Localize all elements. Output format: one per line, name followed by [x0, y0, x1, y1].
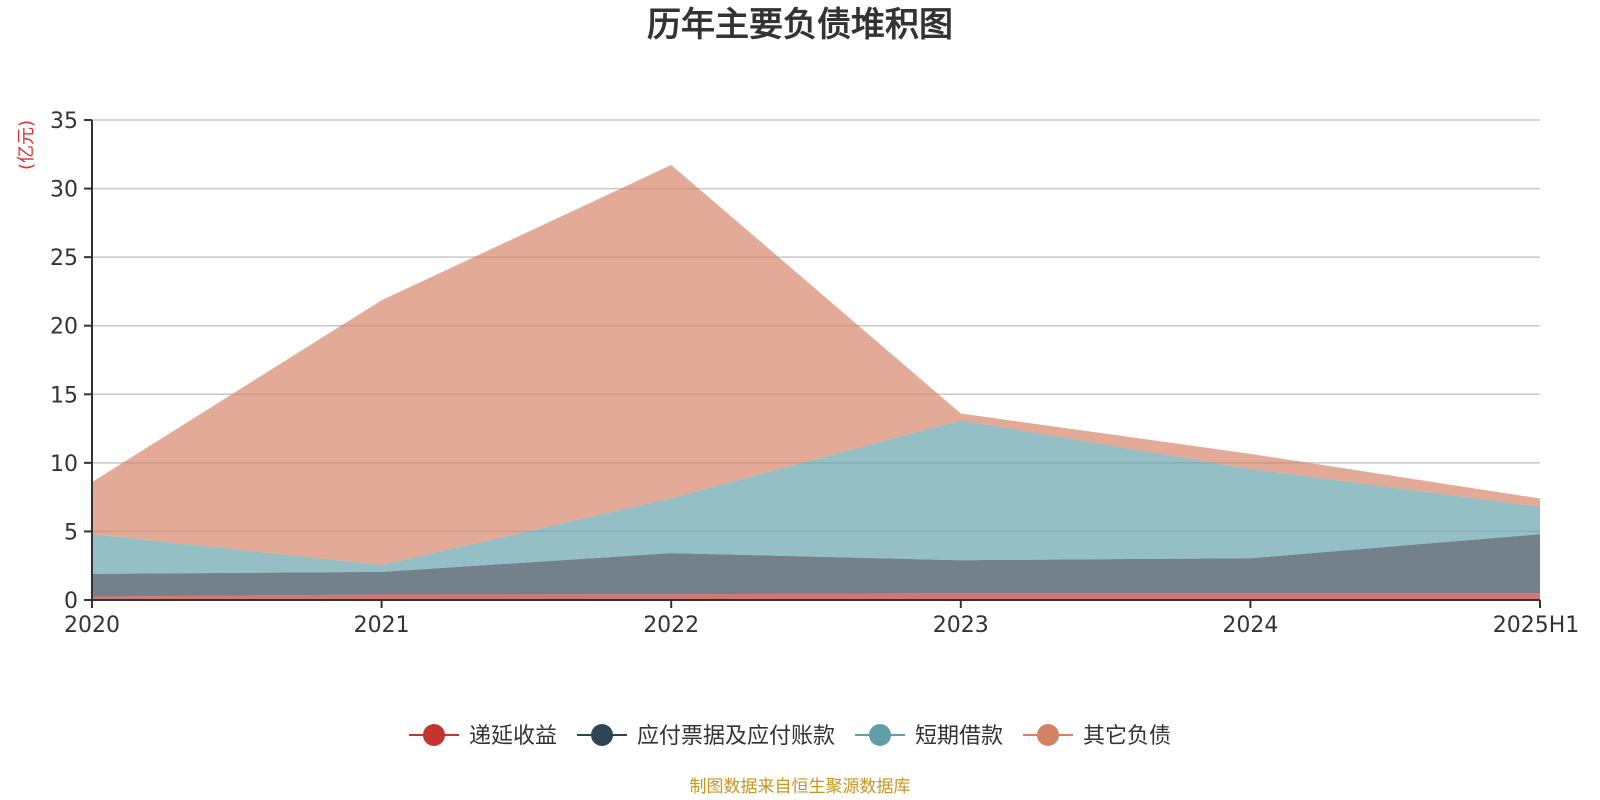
- area-series-3: [92, 420, 1540, 574]
- area-series-1: [92, 593, 1540, 600]
- y-axis-ticks: 0 5 10 15 20 25 30 35: [50, 109, 92, 614]
- area-series-group: [92, 165, 1540, 600]
- y-tick-label: 5: [64, 520, 78, 545]
- chart-title: 历年主要负债堆积图: [647, 5, 953, 45]
- legend-item-2[interactable]: 应付票据及应付账款: [577, 724, 835, 749]
- area-series-2: [92, 534, 1540, 597]
- legend-label: 应付票据及应付账款: [637, 724, 835, 749]
- legend-label: 其它负债: [1083, 724, 1171, 749]
- legend-marker: [423, 724, 445, 746]
- legend-marker: [591, 724, 613, 746]
- source-note: 制图数据来自恒生聚源数据库: [690, 777, 911, 797]
- y-tick-label: 15: [50, 383, 78, 408]
- legend-item-1[interactable]: 递延收益: [409, 724, 557, 749]
- legend-item-3[interactable]: 短期借款: [855, 724, 1003, 749]
- x-axis-ticks: 2020 2021 2022 2023 2024 2025H1: [64, 600, 1579, 638]
- area-series-4: [92, 165, 1540, 565]
- axes: [91, 120, 1540, 601]
- y-tick-label: 25: [50, 246, 78, 271]
- legend-marker: [1037, 724, 1059, 746]
- y-tick-label: 35: [50, 109, 78, 134]
- y-tick-label: 20: [50, 315, 78, 340]
- x-tick-label: 2022: [643, 613, 699, 638]
- y-tick-label: 30: [50, 178, 78, 203]
- y-tick-label: 10: [50, 452, 78, 477]
- legend-marker: [869, 724, 891, 746]
- x-tick-label: 2025H1: [1493, 613, 1580, 638]
- y-axis-unit-label: (亿元): [16, 120, 37, 170]
- x-tick-label: 2023: [933, 613, 989, 638]
- y-tick-label: 0: [64, 589, 78, 614]
- legend: 递延收益 应付票据及应付账款 短期借款 其它负债: [409, 724, 1171, 749]
- legend-label: 递延收益: [469, 724, 557, 749]
- x-tick-label: 2021: [354, 613, 410, 638]
- legend-label: 短期借款: [915, 724, 1003, 749]
- x-tick-label: 2024: [1222, 613, 1278, 638]
- legend-item-4[interactable]: 其它负债: [1023, 724, 1171, 749]
- x-tick-label: 2020: [64, 613, 120, 638]
